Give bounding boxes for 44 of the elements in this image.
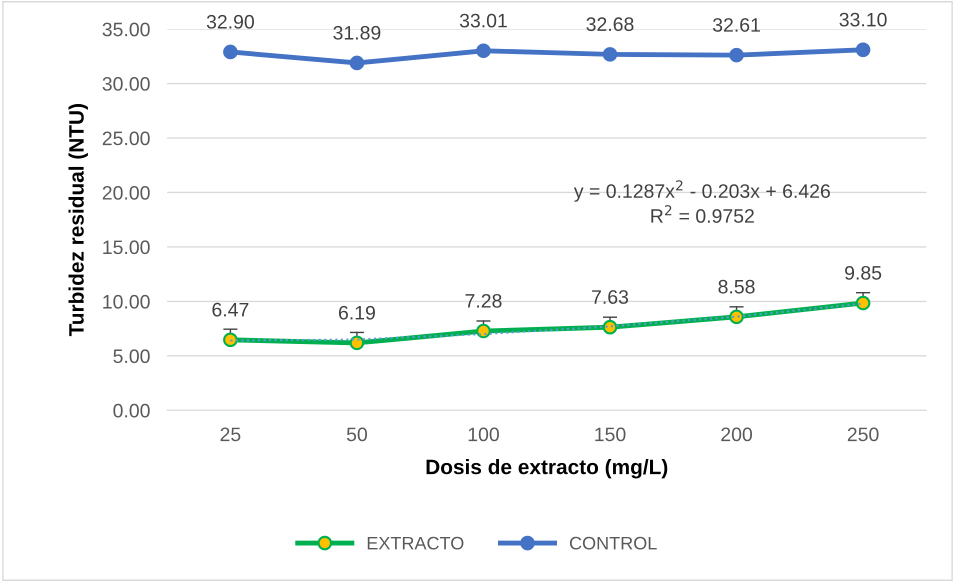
point — [350, 336, 364, 350]
x-tick-label: 100 — [468, 427, 499, 442]
x-tick-label: 150 — [595, 427, 626, 442]
point — [476, 324, 491, 338]
point — [602, 320, 618, 334]
data-label: 31.89 — [333, 26, 380, 40]
data-label: 32.68 — [586, 17, 634, 32]
x-tick-label: 200 — [721, 427, 752, 442]
data-label: 32.61 — [712, 18, 760, 32]
y-tick-label: 0.00 — [113, 404, 150, 418]
point — [223, 332, 238, 348]
y-axis-title: Turbidez residual (NTU) — [68, 104, 88, 336]
point — [729, 48, 744, 62]
point — [856, 296, 870, 310]
data-label: 32.90 — [206, 14, 254, 29]
y-tick-label: 20.00 — [102, 186, 150, 200]
point — [729, 310, 744, 324]
data-label: 7.63 — [592, 290, 628, 304]
y-tick-label: 5.00 — [113, 349, 150, 364]
x-axis-title: Dosis de extracto (mg/L) — [426, 458, 668, 479]
data-label: 8.58 — [718, 280, 755, 294]
data-label: 33.10 — [839, 12, 887, 27]
y-tick-label: 10.00 — [103, 294, 150, 309]
y-tick-label: 30.00 — [102, 77, 150, 91]
annotation: y = 0.1287x$^{2}$ - 0.203x + 6.426 — [574, 180, 830, 202]
annotation: R$^{2}$ = 0.9752 — [651, 205, 754, 223]
x-tick-label: 25 — [220, 427, 240, 442]
data-label: 7.28 — [466, 294, 502, 308]
point — [856, 42, 870, 58]
legend-label: EXTRACTO — [368, 536, 464, 550]
point — [350, 56, 364, 70]
x-tick-label: 250 — [848, 427, 879, 442]
data-label: 6.19 — [339, 306, 375, 320]
y-tick-label: 15.00 — [103, 240, 150, 254]
data-label: 6.47 — [212, 302, 248, 317]
point — [223, 44, 238, 60]
data-label: 9.85 — [845, 266, 882, 280]
data-label: 33.01 — [460, 14, 507, 28]
legend-label: CONTROL — [570, 536, 657, 550]
x-tick-label: 50 — [346, 427, 367, 442]
y-tick-label: 25.00 — [102, 131, 150, 146]
point — [476, 43, 491, 58]
point — [602, 47, 618, 62]
y-tick-label: 35.00 — [102, 22, 150, 36]
